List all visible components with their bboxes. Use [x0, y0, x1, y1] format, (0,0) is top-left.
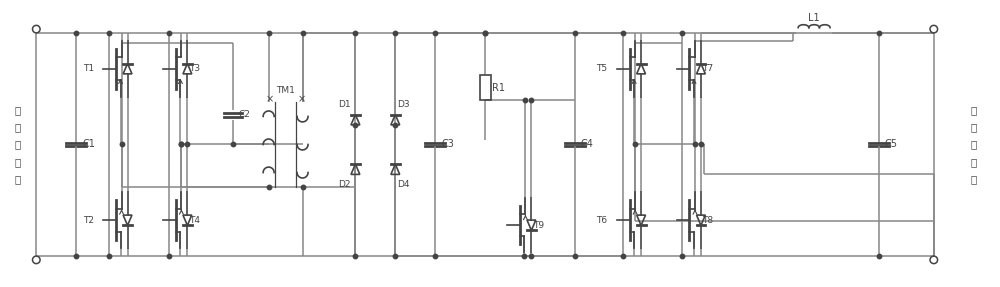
- Text: 直
流
输
入
端: 直 流 输 入 端: [14, 105, 20, 184]
- Text: D1: D1: [338, 100, 350, 109]
- Text: T7: T7: [702, 64, 714, 73]
- Text: T3: T3: [189, 64, 200, 73]
- Text: TM1: TM1: [276, 86, 295, 95]
- Text: D2: D2: [338, 180, 350, 189]
- Text: T6: T6: [597, 216, 608, 225]
- Text: T5: T5: [597, 64, 608, 73]
- Text: C5: C5: [885, 139, 898, 150]
- Text: L1: L1: [808, 13, 820, 23]
- Bar: [480, 75, 491, 100]
- Text: C4: C4: [581, 139, 594, 150]
- Text: 交
流
输
出
端: 交 流 输 出 端: [971, 105, 977, 184]
- Text: ×: ×: [297, 94, 306, 104]
- Text: R1: R1: [492, 83, 505, 92]
- Text: T8: T8: [702, 216, 714, 225]
- Text: T1: T1: [83, 64, 94, 73]
- Text: D3: D3: [397, 100, 410, 109]
- Text: T9: T9: [533, 221, 544, 230]
- Text: C3: C3: [441, 139, 454, 150]
- Text: C1: C1: [83, 139, 96, 150]
- Text: C2: C2: [239, 110, 251, 119]
- Text: T2: T2: [83, 216, 94, 225]
- Text: T4: T4: [189, 216, 200, 225]
- Text: ×: ×: [266, 94, 274, 104]
- Text: D4: D4: [397, 180, 410, 189]
